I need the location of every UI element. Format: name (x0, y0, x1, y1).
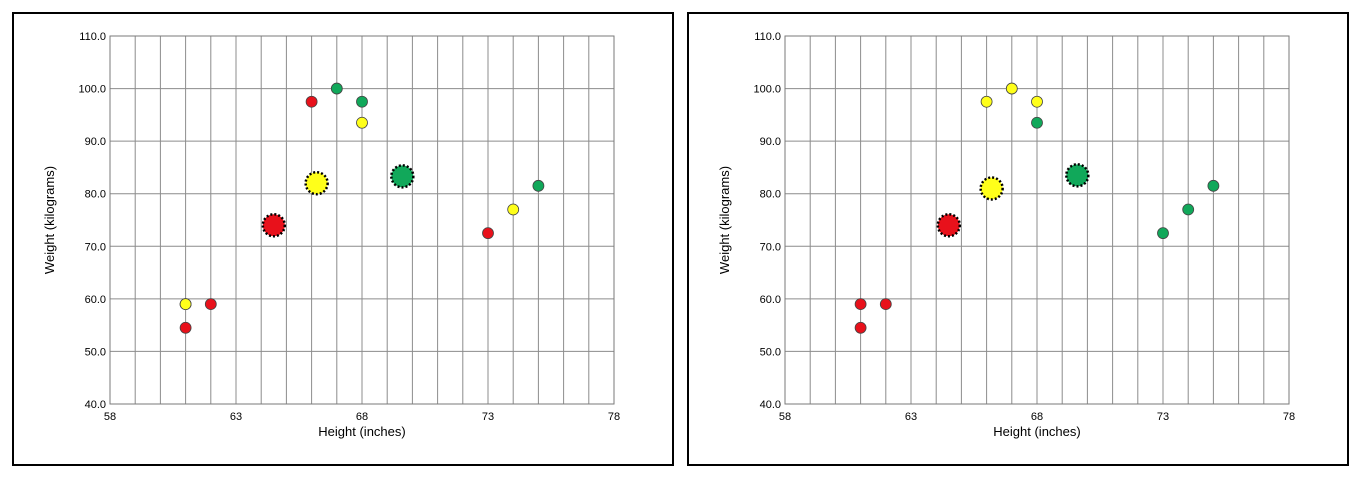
scatter-chart-left: 40.0 50.0 60.0 70.0 80.0 90.0 100.0 110.0 58 63 68… (42, 31, 620, 439)
data-point-yellow (1005, 82, 1018, 95)
y-tick-label: 60.0 (85, 294, 106, 306)
data-point-red (854, 321, 867, 334)
y-axis-title: Weight (kilograms) (717, 166, 732, 274)
data-point-yellow (179, 298, 192, 311)
y-tick-label: 40.0 (760, 399, 781, 411)
scatter-chart-right: 40.0 50.0 60.0 70.0 80.0 90.0 100.0 110.0 58 63 68… (717, 31, 1295, 439)
x-tick-label: 73 (1157, 411, 1169, 423)
centroid-red (261, 213, 287, 238)
data-point-red (879, 298, 892, 311)
data-point-green (1031, 116, 1043, 129)
y-tick-label: 60.0 (760, 294, 781, 306)
centroid-yellow (979, 176, 1004, 201)
data-point-red (305, 95, 318, 108)
data-point-yellow (356, 116, 368, 129)
y-tick-label: 40.0 (85, 399, 106, 411)
data-point-green (1207, 179, 1220, 192)
plot-area (109, 35, 615, 405)
x-tick-label: 58 (779, 411, 791, 423)
centroid-red (936, 213, 962, 238)
y-tick-label: 70.0 (85, 241, 106, 253)
y-tick-label: 110.0 (754, 31, 781, 43)
x-axis-title: Height (inches) (318, 424, 405, 439)
x-tick-label: 68 (356, 411, 368, 423)
data-point-green (1157, 227, 1169, 240)
plot-area (784, 35, 1290, 405)
data-point-green (1182, 203, 1195, 216)
data-point-green (532, 179, 545, 192)
data-point-red (854, 298, 867, 311)
y-tick-label: 50.0 (85, 346, 106, 358)
data-point-red (482, 227, 494, 240)
y-tick-label: 50.0 (760, 346, 781, 358)
x-axis-title: Height (inches) (993, 424, 1080, 439)
data-point-yellow (507, 203, 520, 216)
x-tick-label: 73 (482, 411, 494, 423)
x-tick-label: 78 (608, 411, 620, 423)
data-point-yellow (980, 95, 993, 108)
data-point-green (330, 82, 343, 95)
y-tick-label: 80.0 (760, 189, 781, 201)
y-tick-label: 80.0 (85, 189, 106, 201)
data-point-green (356, 95, 368, 108)
y-tick-label: 70.0 (760, 241, 781, 253)
y-tick-label: 110.0 (79, 31, 106, 43)
y-tick-label: 100.0 (753, 84, 781, 96)
x-tick-label: 58 (104, 411, 116, 423)
chart-panel-right: 40.0 50.0 60.0 70.0 80.0 90.0 100.0 110.0 58 63 68… (687, 12, 1349, 466)
data-point-red (204, 298, 217, 311)
x-tick-label: 68 (1031, 411, 1043, 423)
chart-panel-left: 40.0 50.0 60.0 70.0 80.0 90.0 100.0 110.0 58 63 68… (12, 12, 674, 466)
data-point-yellow (1031, 95, 1043, 108)
y-axis-title: Weight (kilograms) (42, 166, 57, 274)
x-tick-label: 63 (230, 411, 242, 423)
centroid-green (1065, 163, 1090, 188)
y-tick-label: 90.0 (760, 136, 781, 148)
centroid-green (390, 164, 415, 189)
x-tick-label: 78 (1283, 411, 1295, 423)
x-tick-label: 63 (905, 411, 917, 423)
centroid-yellow (304, 170, 329, 196)
data-point-red (179, 321, 192, 334)
y-tick-label: 100.0 (78, 84, 106, 96)
y-tick-label: 90.0 (85, 136, 106, 148)
